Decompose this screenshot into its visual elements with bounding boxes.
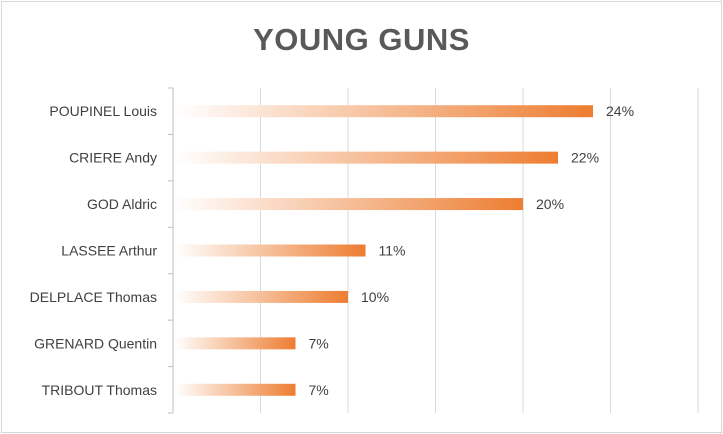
category-label: CRIERE Andy	[69, 150, 157, 166]
bar	[175, 105, 593, 118]
data-label: 24%	[606, 103, 634, 119]
bar	[175, 151, 558, 164]
data-label: 7%	[309, 335, 329, 351]
bar	[175, 290, 348, 303]
bars	[175, 105, 593, 396]
bar	[175, 383, 296, 396]
labels: POUPINEL Louis 24% CRIERE Andy 22% GOD Aldri…	[30, 103, 634, 398]
bar	[175, 244, 366, 257]
category-label: LASSEE Arthur	[61, 243, 157, 259]
category-label: TRIBOUT Thomas	[42, 382, 157, 398]
data-label: 7%	[309, 382, 329, 398]
data-label: 10%	[361, 289, 389, 305]
chart-title: YOUNG GUNS	[253, 22, 470, 57]
category-label: POUPINEL Louis	[49, 103, 157, 119]
data-label: 11%	[379, 243, 406, 259]
bar	[175, 198, 523, 211]
category-axis	[168, 87, 174, 414]
category-label: GRENARD Quentin	[34, 335, 157, 351]
data-label: 22%	[571, 150, 599, 166]
data-label: 20%	[536, 196, 564, 212]
category-label: GOD Aldric	[87, 196, 157, 212]
bar	[175, 337, 296, 350]
category-label: DELPLACE Thomas	[30, 289, 157, 305]
